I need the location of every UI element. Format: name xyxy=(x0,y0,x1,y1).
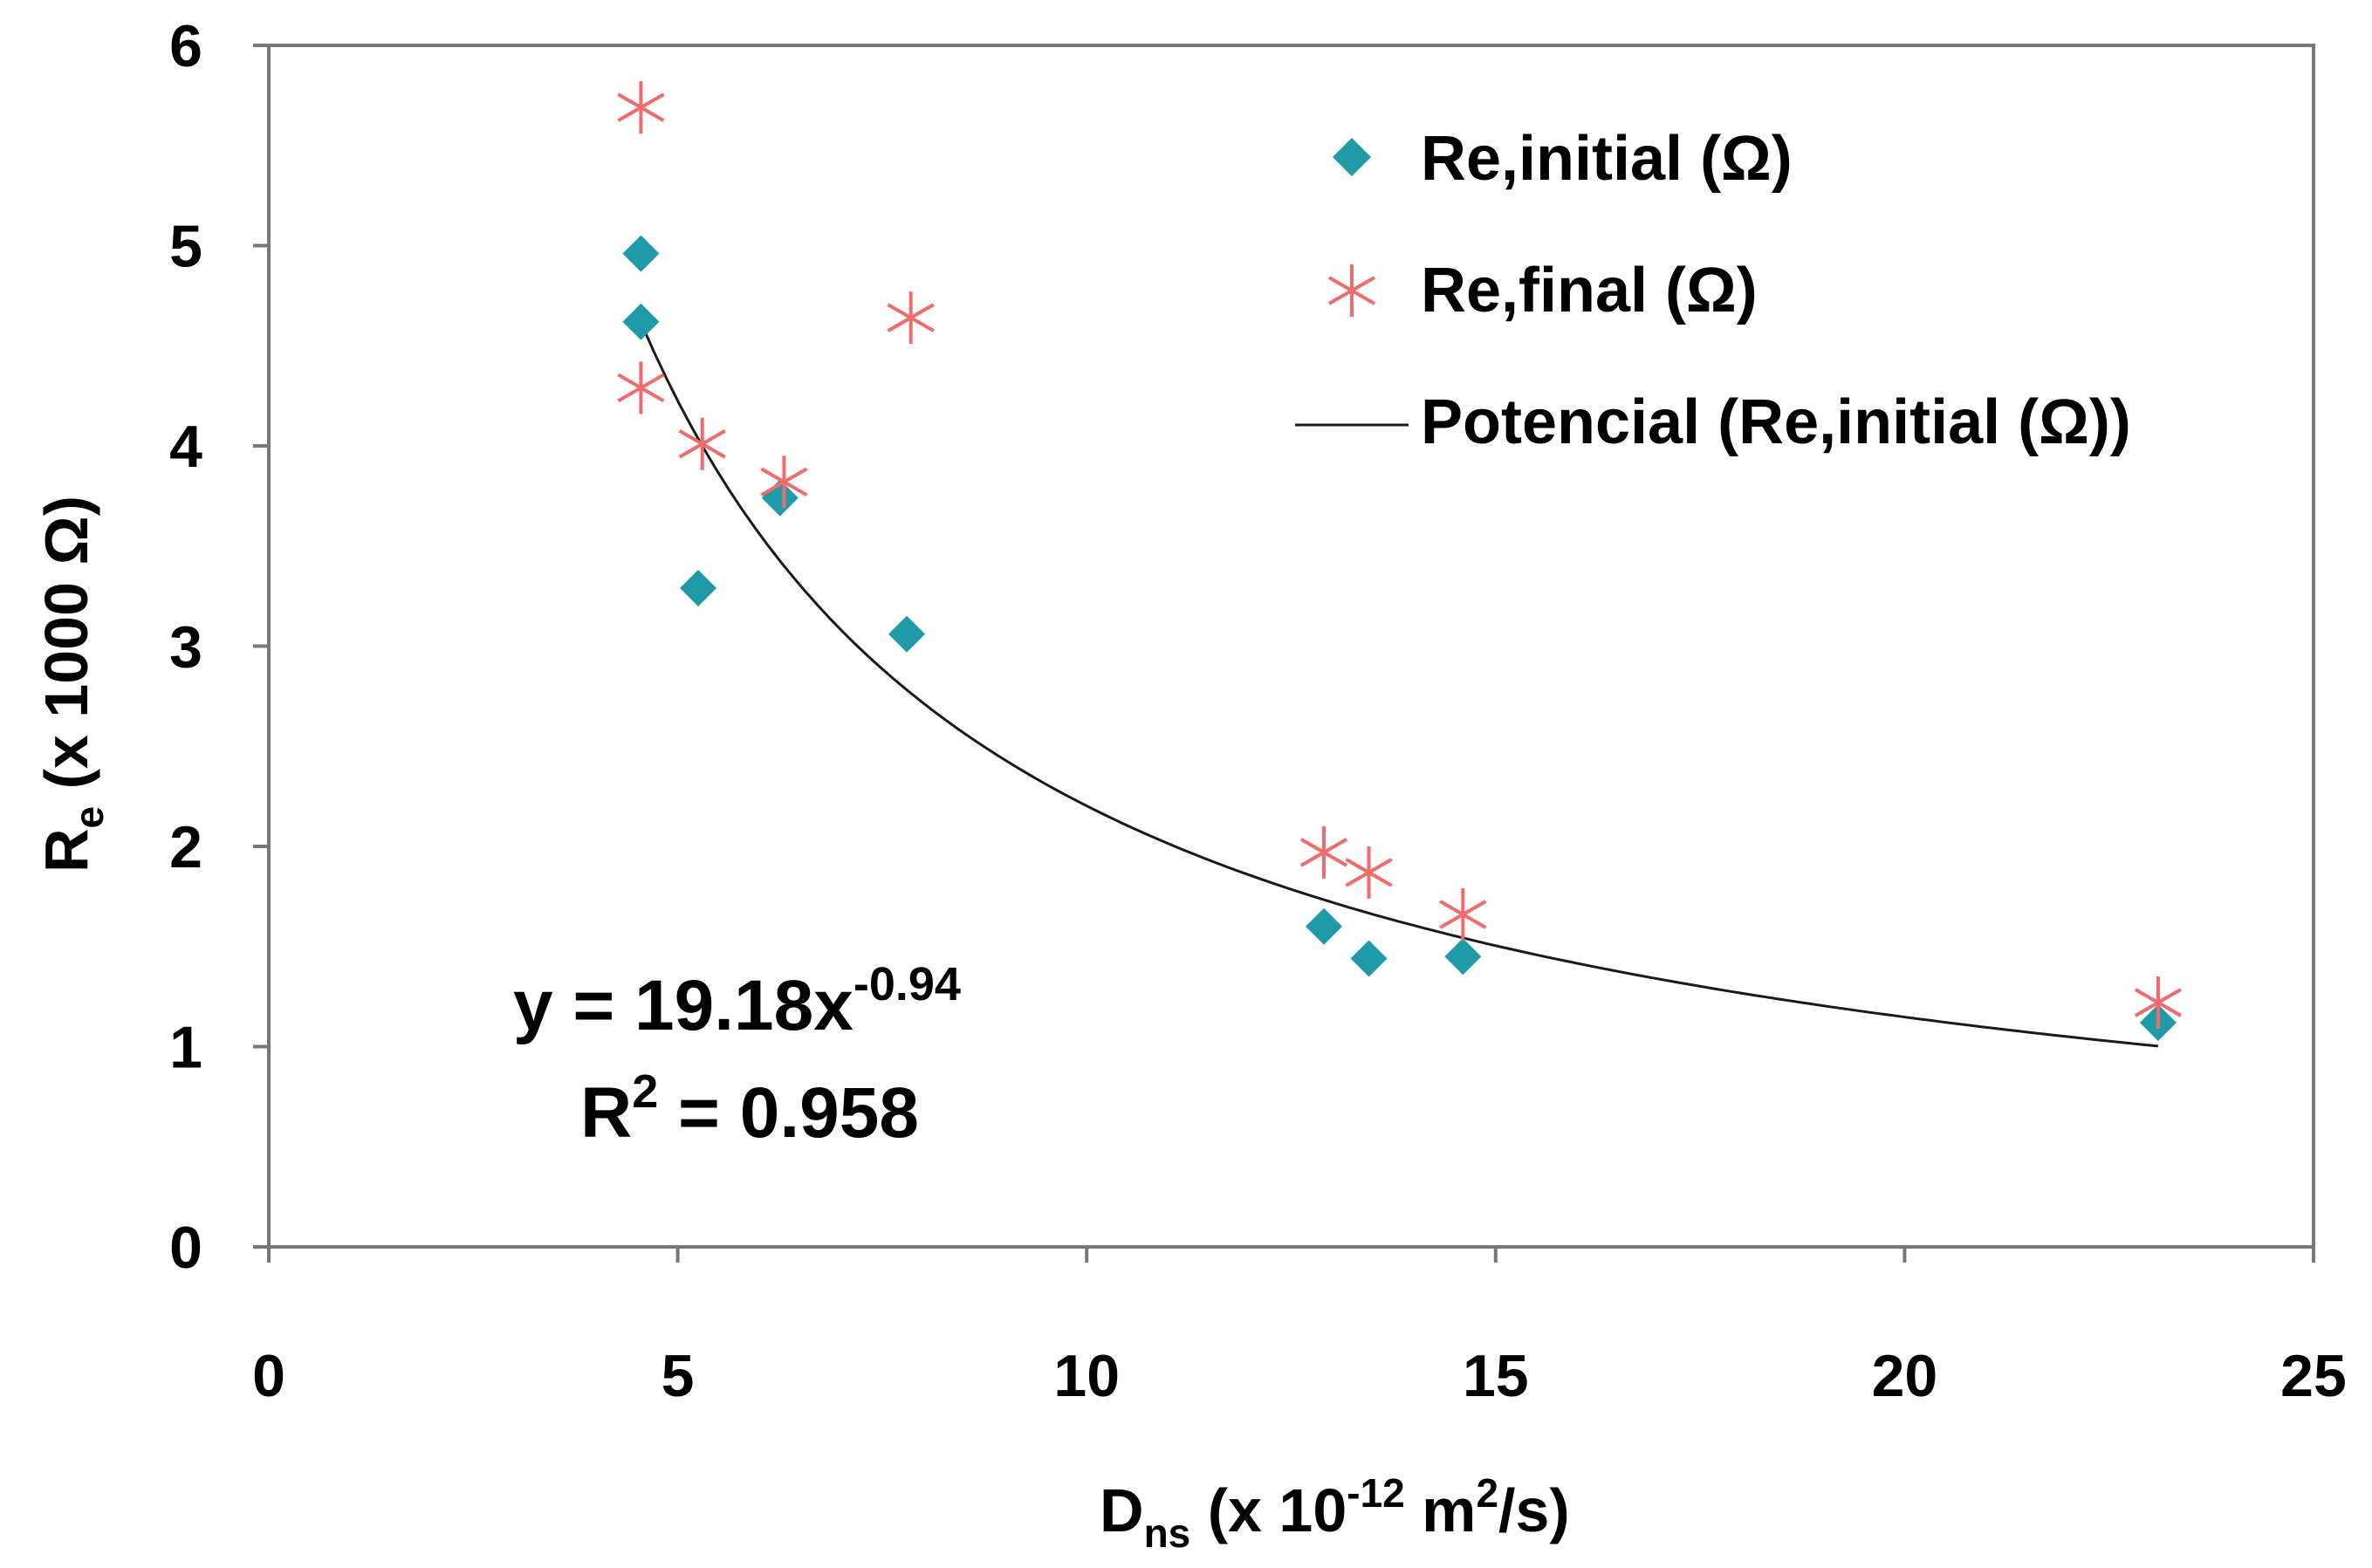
y-axis-ticks: 0 1 2 3 4 5 6 xyxy=(169,13,269,1281)
x-tick-label: 25 xyxy=(2280,1343,2347,1409)
trend-equation: y = 19.18x-0.94 xyxy=(513,958,961,1045)
r2-sup: 2 xyxy=(632,1065,658,1118)
x-tick-label: 20 xyxy=(1872,1343,1938,1409)
point-final xyxy=(678,417,726,470)
y-title-rest: (x 1000 Ω) xyxy=(32,496,100,806)
point-initial xyxy=(622,235,660,272)
x-title-main: D xyxy=(1100,1476,1144,1544)
point-final xyxy=(617,361,665,414)
y-tick-label: 4 xyxy=(169,414,202,480)
y-tick-label: 0 xyxy=(169,1215,202,1281)
plot-area xyxy=(267,44,2315,1249)
x-title-sub: ns xyxy=(1144,1510,1191,1556)
equation-exponent: -0.94 xyxy=(854,958,961,1010)
point-initial xyxy=(1350,940,1388,977)
x-tick-label: 5 xyxy=(662,1343,695,1409)
x-title-part: (x 10 xyxy=(1190,1476,1347,1544)
trendline-power xyxy=(640,321,2159,1048)
point-initial xyxy=(680,569,717,606)
legend-label-final: Re,final (Ω) xyxy=(1421,256,1758,325)
r2-value: = 0.958 xyxy=(658,1073,919,1153)
point-initial xyxy=(1305,907,1342,945)
x-title-end: /s) xyxy=(1498,1476,1570,1544)
point-initial xyxy=(888,615,926,653)
y-tick-label: 2 xyxy=(169,814,202,880)
y-tick-label: 3 xyxy=(169,614,202,681)
point-final xyxy=(887,291,935,345)
point-final xyxy=(617,81,665,134)
x-tick-label: 0 xyxy=(252,1343,285,1409)
y-axis-title: Re (x 1000 Ω) xyxy=(32,496,112,873)
x-axis-title: Dns (x 10-12 m2/s) xyxy=(1100,1470,1570,1556)
r-squared: R2 = 0.958 xyxy=(580,1065,919,1153)
legend-asterisk-icon xyxy=(1327,264,1376,317)
point-final xyxy=(760,455,808,509)
legend-diamond-icon xyxy=(1333,138,1371,176)
point-final xyxy=(1439,888,1487,941)
x-axis-ticks: 0 5 10 15 20 25 xyxy=(252,1247,2347,1409)
legend-symbol-initial xyxy=(1333,138,1371,176)
x-title-unit: m xyxy=(1405,1476,1477,1544)
y-title-main: R xyxy=(32,828,100,873)
r2-base: R xyxy=(580,1073,632,1153)
legend: Re,initial (Ω) Re,final (Ω) Potencial (R… xyxy=(1295,124,2131,457)
y-title-sub: e xyxy=(66,806,112,829)
series-initial xyxy=(622,235,2177,1041)
x-tick-label: 15 xyxy=(1463,1343,1529,1409)
legend-symbol-final xyxy=(1327,264,1376,317)
point-final xyxy=(1299,825,1348,879)
y-tick-label: 1 xyxy=(169,1015,202,1081)
point-final xyxy=(1345,846,1393,899)
x-title-sup2: 2 xyxy=(1476,1470,1498,1516)
point-initial xyxy=(1444,938,1482,976)
y-tick-label: 5 xyxy=(169,214,202,280)
x-title-sup: -12 xyxy=(1347,1470,1404,1516)
point-final xyxy=(2134,976,2183,1030)
legend-label-trendline: Potencial (Re,initial (Ω)) xyxy=(1421,387,2131,457)
y-tick-label: 6 xyxy=(169,13,202,79)
point-initial xyxy=(622,303,660,340)
series-final xyxy=(617,81,2183,1030)
equation-base: y = 19.18x xyxy=(513,966,854,1045)
legend-label-initial: Re,initial (Ω) xyxy=(1421,124,1793,194)
x-tick-label: 10 xyxy=(1053,1343,1120,1409)
